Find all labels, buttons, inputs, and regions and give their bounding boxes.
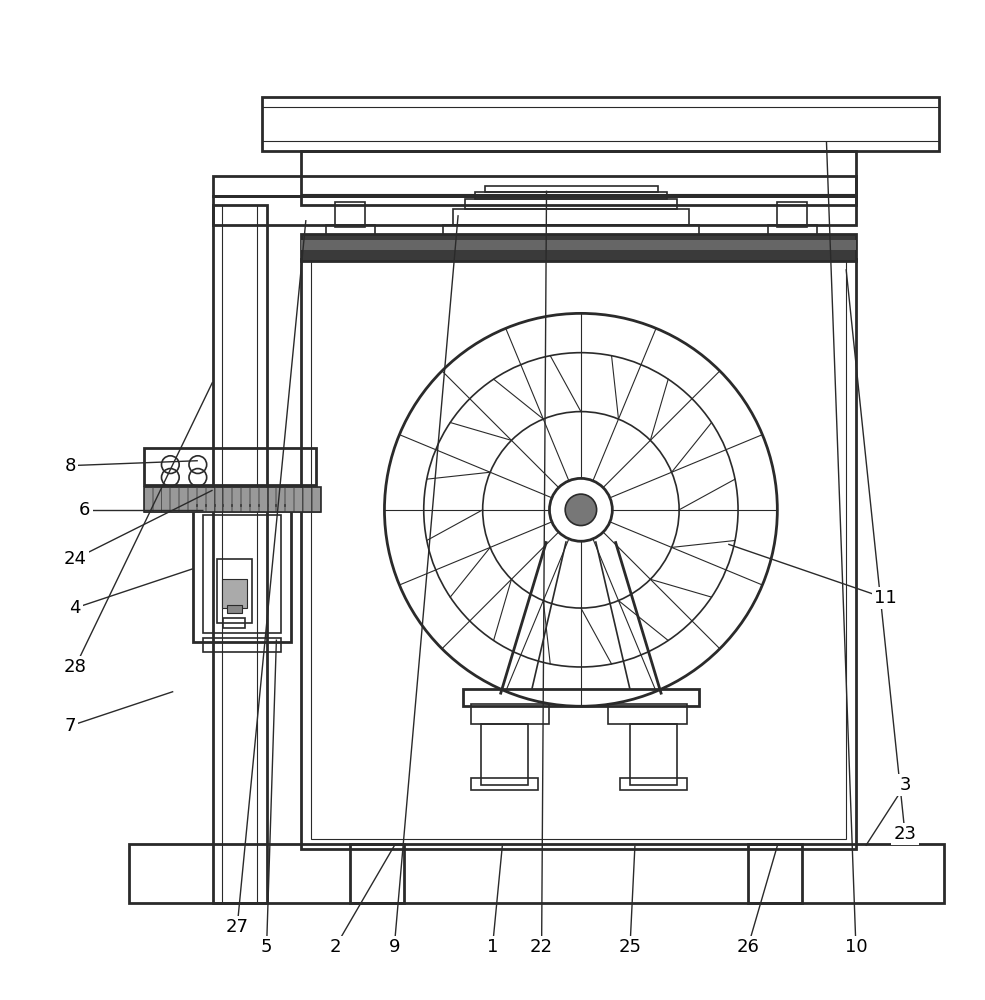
Text: 6: 6 [79,501,91,519]
Text: 9: 9 [388,938,400,956]
Bar [767,225,817,235]
Bar [471,704,550,724]
Bar [129,844,945,903]
Bar [301,259,856,849]
Text: 24: 24 [64,550,87,568]
Text: 4: 4 [69,599,81,617]
Bar [481,724,528,785]
Bar [311,259,846,839]
Text: 11: 11 [874,589,896,607]
Bar [144,448,316,485]
Bar [203,515,282,633]
Bar [213,196,856,225]
Bar [224,618,245,628]
Bar [609,704,687,724]
Text: 23: 23 [893,825,916,843]
Bar [312,487,319,512]
Bar [203,638,282,652]
Bar [621,778,687,790]
Bar [179,487,187,512]
Bar [206,487,214,512]
Text: 7: 7 [64,717,76,735]
Text: 25: 25 [619,938,641,956]
Bar [144,487,152,512]
Bar [162,487,169,512]
Bar [259,487,267,512]
Bar [268,487,276,512]
Bar [144,487,320,512]
Bar [153,487,161,512]
Bar [777,202,807,227]
Bar [250,487,258,512]
Bar [286,487,294,512]
Text: 28: 28 [64,658,87,676]
Bar [193,505,292,642]
Circle shape [565,494,597,526]
Bar [224,487,231,512]
Text: 1: 1 [487,938,498,956]
Bar [213,205,267,903]
Text: 2: 2 [330,938,341,956]
Bar [188,487,196,512]
Bar [471,778,538,790]
Bar [453,209,689,225]
Text: 8: 8 [64,457,76,475]
Bar [630,724,677,785]
Bar [463,689,698,706]
Text: 22: 22 [530,938,554,956]
Bar [262,97,940,151]
Bar [170,487,178,512]
Bar [277,487,285,512]
Bar [465,199,677,209]
Bar [443,225,698,237]
Bar [295,487,302,512]
Bar [218,559,252,623]
Bar [485,186,658,192]
Bar [215,487,223,512]
Bar [303,487,311,512]
Bar [241,487,249,512]
Text: 3: 3 [899,776,911,794]
Text: 27: 27 [226,918,248,936]
Bar [213,176,856,196]
Bar [350,844,404,903]
Bar [197,487,205,512]
Bar [335,202,364,227]
Bar [228,605,242,613]
Bar [475,192,667,199]
Bar [301,234,856,261]
Text: 5: 5 [261,938,272,956]
Bar [301,151,856,205]
Bar [325,225,374,235]
Bar [301,240,856,250]
Bar [223,579,247,608]
Bar [748,844,802,903]
Bar [232,487,240,512]
Text: 26: 26 [737,938,759,956]
Text: 10: 10 [844,938,867,956]
